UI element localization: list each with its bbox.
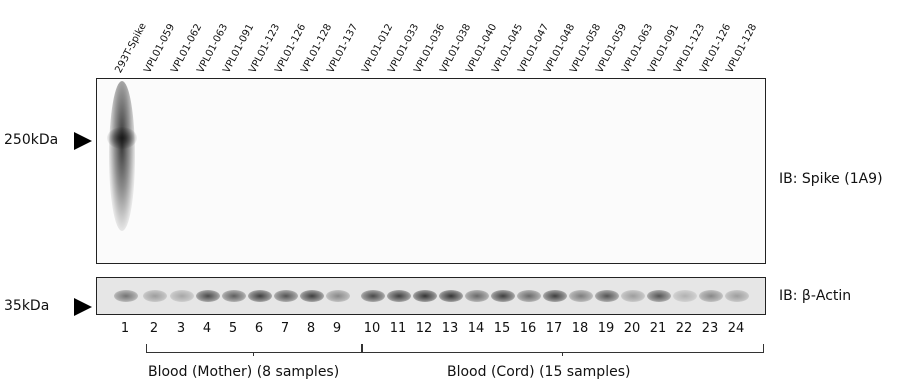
- actin-band: [517, 290, 541, 302]
- lane-number: 23: [701, 321, 719, 336]
- lane-number: 11: [389, 321, 407, 336]
- lane-number: 8: [306, 321, 316, 336]
- lane-number: 17: [545, 321, 563, 336]
- lane-number: 10: [363, 321, 381, 336]
- actin-band: [465, 290, 489, 302]
- actin-band: [413, 290, 437, 302]
- actin-band: [387, 290, 411, 302]
- lane-number: 19: [597, 321, 615, 336]
- ib-label-actin: IB: β-Actin: [779, 288, 852, 304]
- actin-band: [569, 290, 593, 302]
- lane-number: 3: [176, 321, 186, 336]
- lane-number: 1: [120, 321, 130, 336]
- actin-band: [621, 290, 645, 302]
- marker-label-250: 250kDa: [4, 132, 59, 148]
- actin-band: [248, 290, 272, 302]
- actin-band: [543, 290, 567, 302]
- actin-band: [725, 290, 749, 302]
- actin-band: [595, 290, 619, 302]
- lane-number: 15: [493, 321, 511, 336]
- lane-number: 7: [280, 321, 290, 336]
- bracket-cord-tick: [562, 352, 563, 356]
- spike-blot-panel: [96, 78, 766, 264]
- lane-number: 20: [623, 321, 641, 336]
- bracket-mother: [146, 344, 362, 353]
- lane-number: 12: [415, 321, 433, 336]
- actin-band: [274, 290, 298, 302]
- actin-band: [699, 290, 723, 302]
- actin-band: [196, 290, 220, 302]
- lane-number: 21: [649, 321, 667, 336]
- lane-number: 13: [441, 321, 459, 336]
- actin-band: [114, 290, 138, 302]
- lane-number: 22: [675, 321, 693, 336]
- lane-number: 4: [202, 321, 212, 336]
- marker-arrow-250: [74, 132, 92, 150]
- actin-band: [673, 290, 697, 302]
- bracket-mother-tick: [253, 352, 254, 356]
- lane-number: 16: [519, 321, 537, 336]
- spike-band-250: [107, 127, 137, 149]
- lane-number: 14: [467, 321, 485, 336]
- marker-arrow-35: [74, 298, 92, 316]
- ib-label-spike: IB: Spike (1A9): [779, 171, 883, 187]
- actin-band: [222, 290, 246, 302]
- lane-number: 24: [727, 321, 745, 336]
- actin-band: [491, 290, 515, 302]
- actin-band: [647, 290, 671, 302]
- actin-band: [361, 290, 385, 302]
- lane-number: 18: [571, 321, 589, 336]
- group-label-mother: Blood (Mother) (8 samples): [148, 364, 340, 380]
- marker-label-35: 35kDa: [4, 298, 50, 314]
- spike-smear: [109, 81, 135, 231]
- actin-band: [439, 290, 463, 302]
- actin-blot-panel: [96, 277, 766, 315]
- actin-band: [170, 290, 194, 302]
- lane-number: 5: [228, 321, 238, 336]
- actin-band: [326, 290, 350, 302]
- actin-band: [300, 290, 324, 302]
- lane-number: 6: [254, 321, 264, 336]
- group-label-cord: Blood (Cord) (15 samples): [447, 364, 631, 380]
- actin-band: [143, 290, 167, 302]
- bracket-cord: [362, 344, 764, 353]
- lane-number: 9: [332, 321, 342, 336]
- lane-number: 2: [149, 321, 159, 336]
